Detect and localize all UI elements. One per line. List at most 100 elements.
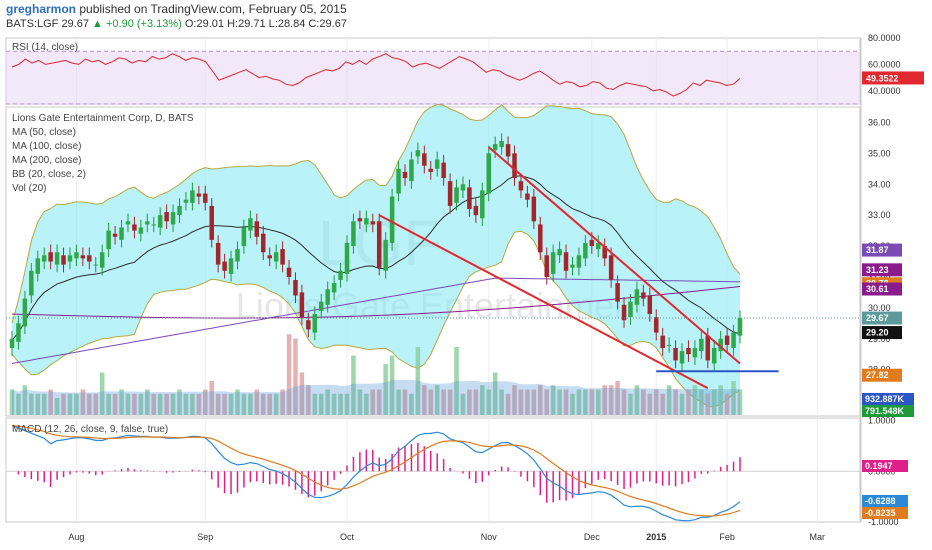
macd-badge xyxy=(862,495,908,507)
candle-body xyxy=(338,270,343,281)
volume-bar xyxy=(679,393,685,415)
candle-body xyxy=(344,242,350,274)
price-title: Lions Gate Entertainment Corp, D, BATS xyxy=(12,113,194,124)
x-tick-label: Sep xyxy=(197,532,213,542)
volume-bar xyxy=(422,385,427,415)
candle-body xyxy=(228,258,234,274)
volume-bar xyxy=(151,393,156,415)
volume-bar xyxy=(737,389,743,415)
volume-bar xyxy=(376,389,382,415)
candle-body xyxy=(267,255,272,259)
volume-bar xyxy=(41,393,47,415)
candle-body xyxy=(9,338,15,349)
candle-body xyxy=(112,233,118,237)
volume-bar xyxy=(666,385,672,415)
macd-badge-label: -0.8235 xyxy=(865,508,896,518)
volume-bar xyxy=(499,389,504,415)
volume-bar xyxy=(673,389,678,415)
volume-bar xyxy=(473,389,479,415)
candle-body xyxy=(99,252,105,268)
candle-body xyxy=(666,344,672,346)
rsi-title: RSI (14, close) xyxy=(12,42,78,53)
candle-body xyxy=(634,289,640,305)
candle-body xyxy=(473,205,479,216)
candle-body xyxy=(29,270,34,296)
candle-body xyxy=(48,252,53,262)
candle-body xyxy=(286,267,292,277)
candle-body xyxy=(454,187,459,203)
candle-body xyxy=(576,255,582,268)
ma-50-line xyxy=(11,175,741,341)
price-tick-label: 34.00 xyxy=(868,179,891,189)
candle-body xyxy=(125,221,131,225)
ma-100-line xyxy=(11,277,741,364)
indicator-label: BB (20, close, 2) xyxy=(12,169,86,180)
candle-body xyxy=(628,301,633,318)
author-link[interactable]: gregharmon xyxy=(6,2,77,16)
candle-body xyxy=(415,150,421,157)
candle-body xyxy=(87,255,92,262)
candle-body xyxy=(261,233,266,253)
volume-bar xyxy=(254,389,260,415)
volume-bar xyxy=(9,389,15,415)
volume-bar xyxy=(589,389,595,415)
x-tick-label: 2015 xyxy=(646,532,666,542)
candle-body xyxy=(557,249,562,256)
bollinger-upper xyxy=(11,103,741,324)
volume-bar xyxy=(428,389,434,415)
candle-body xyxy=(686,348,691,355)
candle-body xyxy=(273,252,279,262)
candle-body xyxy=(673,348,678,361)
volume-average-area xyxy=(12,379,740,415)
candle-body xyxy=(641,292,646,299)
volume-bar xyxy=(480,385,485,415)
volume-bar xyxy=(505,393,511,415)
volume-bar xyxy=(357,389,363,415)
trend-line-lower xyxy=(378,214,709,390)
candle-body xyxy=(647,295,653,315)
candle-body xyxy=(531,196,537,222)
candle-body xyxy=(441,162,446,179)
volume-bar xyxy=(248,393,253,415)
candle-body xyxy=(80,255,86,259)
rsi-tick-label: 60.0000 xyxy=(868,59,901,69)
rsi-tick-label: 80.0000 xyxy=(868,33,901,43)
volume-bar xyxy=(306,385,311,415)
ohlc-values: O:29.01 H:29.71 L:28.84 C:29.67 xyxy=(184,18,347,30)
volume-bar xyxy=(699,389,704,415)
volume-bar xyxy=(389,355,395,415)
price-badge xyxy=(862,243,902,257)
candle-body xyxy=(35,258,41,274)
volume-bar xyxy=(177,389,182,415)
candle-body xyxy=(164,212,169,222)
candle-body xyxy=(589,239,595,247)
volume-bar xyxy=(318,393,324,415)
volume-bar xyxy=(538,385,543,415)
volume-bar xyxy=(222,393,227,415)
macd-panel xyxy=(5,417,861,523)
volume-bar xyxy=(647,393,653,415)
candle-body xyxy=(222,261,227,271)
symbol: BATS:LGF xyxy=(6,18,59,30)
volume-bar xyxy=(518,389,524,415)
candle-body xyxy=(460,184,466,191)
volume-bar xyxy=(190,393,195,415)
candle-body xyxy=(550,252,556,274)
candle-body xyxy=(518,181,524,191)
publish-info: gregharmon published on TradingView.com,… xyxy=(6,2,347,16)
price-tick-label: 31.00 xyxy=(868,272,891,282)
price-tick-label: 30.00 xyxy=(868,303,891,313)
candle-body xyxy=(538,224,543,253)
candle-body xyxy=(138,227,144,234)
candle-body xyxy=(312,314,318,333)
candle-body xyxy=(132,224,137,231)
bollinger-band-fill xyxy=(12,104,740,407)
candle-body xyxy=(364,218,369,225)
candle-body xyxy=(563,252,569,271)
candle-body xyxy=(293,280,298,296)
volume-bar xyxy=(106,393,111,415)
candle-body xyxy=(402,171,408,179)
macd-line xyxy=(11,425,741,522)
volume-bar xyxy=(54,398,60,415)
volume-bar xyxy=(441,389,446,415)
